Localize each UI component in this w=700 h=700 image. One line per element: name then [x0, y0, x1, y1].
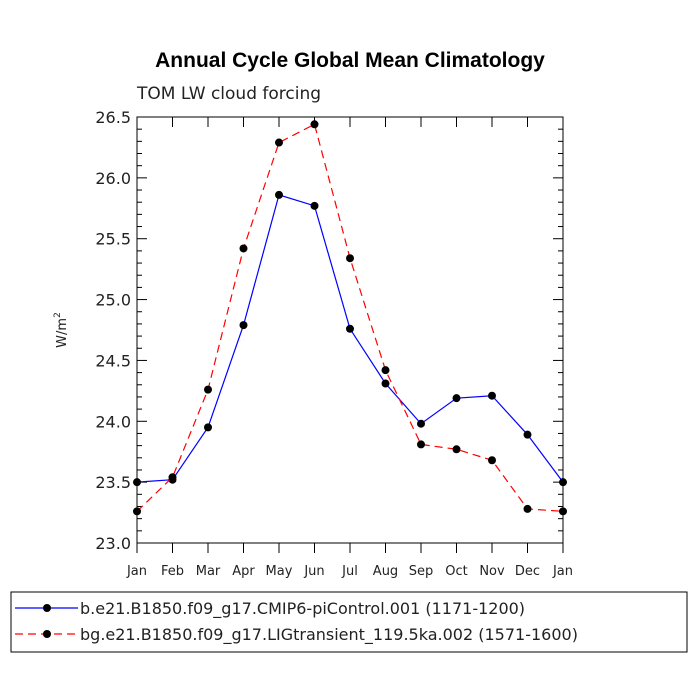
x-tick-label: Oct	[445, 564, 467, 579]
series-line	[136, 194, 564, 483]
x-tick-label: Aug	[373, 564, 398, 579]
data-point	[559, 507, 567, 516]
data-point	[488, 456, 496, 465]
data-point	[133, 507, 141, 516]
data-point	[204, 385, 212, 394]
series-layer	[133, 120, 567, 516]
y-tick-label: 26.0	[95, 169, 131, 188]
data-point	[523, 430, 532, 439]
legend-box	[10, 591, 688, 653]
data-point	[452, 394, 461, 403]
data-point	[346, 324, 354, 333]
legend-marker	[43, 630, 51, 638]
data-point	[559, 478, 567, 487]
y-axis-label: W/m2	[53, 312, 70, 348]
x-tick-label: Jan	[126, 564, 147, 579]
series-line	[136, 123, 564, 512]
x-tick-label: Nov	[479, 564, 505, 579]
series-1	[133, 190, 567, 487]
legend-label: bg.e21.B1850.f09_g17.LIGtransient_119.5k…	[80, 625, 578, 645]
y-axis-label-superscript: 2	[53, 312, 63, 318]
data-point	[523, 504, 532, 513]
series-2	[133, 120, 567, 516]
y-tick-label: 24.0	[95, 412, 131, 431]
data-point	[346, 254, 354, 263]
legend-label: b.e21.B1850.f09_g17.CMIP6-piControl.001 …	[80, 599, 525, 619]
chart-subtitle: TOM LW cloud forcing	[136, 84, 321, 104]
legend: b.e21.B1850.f09_g17.CMIP6-piControl.001 …	[10, 591, 688, 653]
y-tick-label: 25.0	[95, 291, 131, 310]
x-tick-label: Apr	[232, 564, 255, 579]
x-tick-label: Jun	[303, 564, 324, 579]
x-tick-label: May	[266, 564, 293, 579]
x-tick-label: Jan	[552, 564, 573, 579]
legend-marker	[43, 604, 51, 612]
y-tick-label: 26.5	[95, 108, 131, 127]
data-point	[417, 419, 425, 428]
data-point	[381, 366, 390, 375]
data-point	[275, 138, 283, 147]
data-point	[310, 120, 319, 129]
data-point	[310, 201, 319, 210]
data-point	[239, 244, 248, 253]
y-tick-label: 23.5	[95, 473, 131, 492]
x-tick-label: Mar	[196, 564, 221, 579]
x-tick-label: Sep	[409, 564, 434, 579]
data-point	[133, 478, 141, 487]
y-tick-label: 24.5	[95, 351, 131, 370]
data-point	[452, 445, 461, 454]
data-point	[488, 391, 496, 400]
x-tick-label: Feb	[161, 564, 184, 579]
y-axis-label-group: W/m2	[53, 312, 70, 348]
chart-title: Annual Cycle Global Mean Climatology	[155, 49, 545, 72]
data-point	[417, 440, 425, 449]
y-axis-label-unit: W/m	[55, 318, 70, 348]
axis-ticks: 23.0 23.5 24.0 24.5 25.0 25.5 26.0 26.5 Jan Feb Ma…	[95, 108, 573, 579]
data-point	[168, 473, 177, 482]
y-tick-label: 25.5	[95, 230, 131, 249]
data-point	[239, 321, 248, 330]
data-point	[275, 190, 283, 199]
y-tick-label: 23.0	[95, 534, 131, 553]
data-point	[204, 423, 212, 432]
x-tick-label: Jul	[341, 564, 358, 579]
x-tick-label: Dec	[515, 564, 540, 579]
data-point	[381, 379, 390, 388]
